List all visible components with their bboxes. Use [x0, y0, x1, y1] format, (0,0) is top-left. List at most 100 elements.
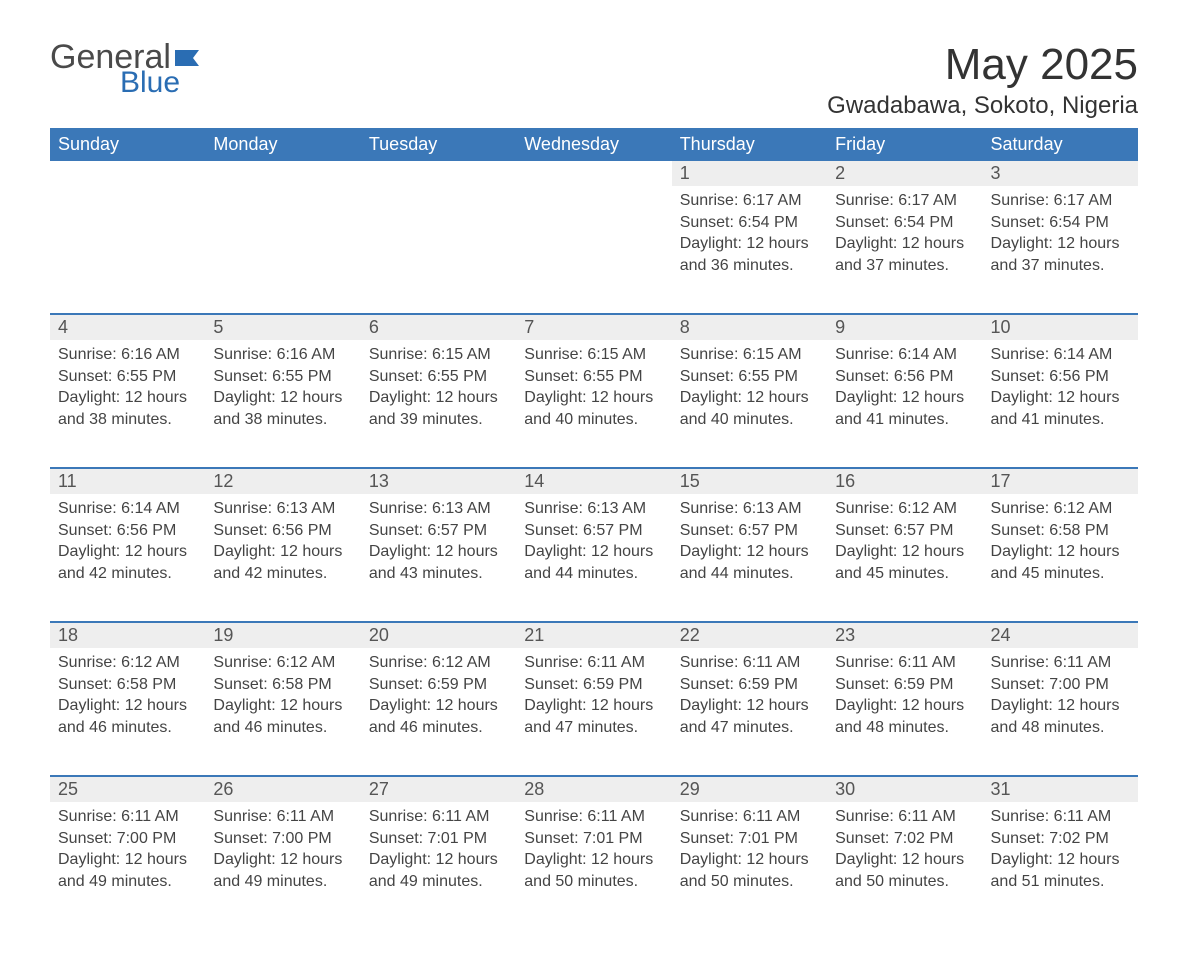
daylight-line: Daylight: 12 hours and 37 minutes. — [835, 233, 974, 276]
day-detail-cell: Sunrise: 6:11 AMSunset: 7:00 PMDaylight:… — [50, 802, 205, 930]
sunrise-line: Sunrise: 6:11 AM — [991, 806, 1130, 828]
sunset-line: Sunset: 6:55 PM — [524, 366, 663, 388]
daylight-line: Daylight: 12 hours and 50 minutes. — [680, 849, 819, 892]
sunset-line: Sunset: 6:57 PM — [369, 520, 508, 542]
sunset-line: Sunset: 7:00 PM — [213, 828, 352, 850]
weekday-header: Monday — [205, 128, 360, 161]
day-number-cell: 22 — [672, 622, 827, 648]
detail-row: Sunrise: 6:14 AMSunset: 6:56 PMDaylight:… — [50, 494, 1138, 622]
day-detail-cell: Sunrise: 6:11 AMSunset: 7:00 PMDaylight:… — [983, 648, 1138, 776]
day-number-cell: 12 — [205, 468, 360, 494]
day-number-cell: 14 — [516, 468, 671, 494]
day-number-cell — [516, 161, 671, 186]
daylight-line: Daylight: 12 hours and 44 minutes. — [524, 541, 663, 584]
day-detail-cell: Sunrise: 6:14 AMSunset: 6:56 PMDaylight:… — [983, 340, 1138, 468]
sunset-line: Sunset: 6:57 PM — [835, 520, 974, 542]
day-number-cell: 2 — [827, 161, 982, 186]
daylight-line: Daylight: 12 hours and 37 minutes. — [991, 233, 1130, 276]
day-number-cell — [361, 161, 516, 186]
daylight-line: Daylight: 12 hours and 44 minutes. — [680, 541, 819, 584]
daylight-line: Daylight: 12 hours and 51 minutes. — [991, 849, 1130, 892]
sunset-line: Sunset: 7:00 PM — [58, 828, 197, 850]
daylight-line: Daylight: 12 hours and 46 minutes. — [213, 695, 352, 738]
sunrise-line: Sunrise: 6:11 AM — [524, 806, 663, 828]
day-detail-cell: Sunrise: 6:11 AMSunset: 6:59 PMDaylight:… — [672, 648, 827, 776]
sunrise-line: Sunrise: 6:17 AM — [991, 190, 1130, 212]
detail-row: Sunrise: 6:11 AMSunset: 7:00 PMDaylight:… — [50, 802, 1138, 930]
day-number-cell: 31 — [983, 776, 1138, 802]
sunrise-line: Sunrise: 6:15 AM — [524, 344, 663, 366]
location: Gwadabawa, Sokoto, Nigeria — [827, 92, 1138, 120]
sunset-line: Sunset: 6:56 PM — [213, 520, 352, 542]
day-detail-cell: Sunrise: 6:15 AMSunset: 6:55 PMDaylight:… — [516, 340, 671, 468]
sunrise-line: Sunrise: 6:17 AM — [680, 190, 819, 212]
sunrise-line: Sunrise: 6:13 AM — [213, 498, 352, 520]
day-detail-cell: Sunrise: 6:12 AMSunset: 6:57 PMDaylight:… — [827, 494, 982, 622]
daylight-line: Daylight: 12 hours and 50 minutes. — [835, 849, 974, 892]
day-detail-cell: Sunrise: 6:11 AMSunset: 7:02 PMDaylight:… — [827, 802, 982, 930]
daynum-row: 18192021222324 — [50, 622, 1138, 648]
daylight-line: Daylight: 12 hours and 46 minutes. — [369, 695, 508, 738]
weekday-header: Sunday — [50, 128, 205, 161]
sunrise-line: Sunrise: 6:14 AM — [835, 344, 974, 366]
daylight-line: Daylight: 12 hours and 48 minutes. — [835, 695, 974, 738]
sunset-line: Sunset: 6:56 PM — [58, 520, 197, 542]
sunset-line: Sunset: 6:58 PM — [213, 674, 352, 696]
day-detail-cell: Sunrise: 6:11 AMSunset: 7:01 PMDaylight:… — [516, 802, 671, 930]
day-number-cell: 10 — [983, 314, 1138, 340]
logo-text-blue: Blue — [120, 68, 203, 98]
sunrise-line: Sunrise: 6:11 AM — [680, 806, 819, 828]
sunrise-line: Sunrise: 6:11 AM — [524, 652, 663, 674]
sunrise-line: Sunrise: 6:11 AM — [58, 806, 197, 828]
sunrise-line: Sunrise: 6:14 AM — [58, 498, 197, 520]
sunrise-line: Sunrise: 6:11 AM — [680, 652, 819, 674]
day-detail-cell: Sunrise: 6:13 AMSunset: 6:57 PMDaylight:… — [516, 494, 671, 622]
sunrise-line: Sunrise: 6:14 AM — [991, 344, 1130, 366]
daylight-line: Daylight: 12 hours and 47 minutes. — [524, 695, 663, 738]
day-detail-cell: Sunrise: 6:13 AMSunset: 6:56 PMDaylight:… — [205, 494, 360, 622]
month-title: May 2025 — [827, 40, 1138, 90]
weekday-header: Friday — [827, 128, 982, 161]
day-detail-cell: Sunrise: 6:17 AMSunset: 6:54 PMDaylight:… — [983, 186, 1138, 314]
day-number-cell: 15 — [672, 468, 827, 494]
day-number-cell: 5 — [205, 314, 360, 340]
day-number-cell: 6 — [361, 314, 516, 340]
sunset-line: Sunset: 6:55 PM — [58, 366, 197, 388]
sunrise-line: Sunrise: 6:15 AM — [369, 344, 508, 366]
calendar-table: SundayMondayTuesdayWednesdayThursdayFrid… — [50, 128, 1138, 930]
sunrise-line: Sunrise: 6:11 AM — [369, 806, 508, 828]
sunset-line: Sunset: 6:59 PM — [524, 674, 663, 696]
detail-row: Sunrise: 6:12 AMSunset: 6:58 PMDaylight:… — [50, 648, 1138, 776]
sunrise-line: Sunrise: 6:12 AM — [58, 652, 197, 674]
day-detail-cell: Sunrise: 6:12 AMSunset: 6:58 PMDaylight:… — [983, 494, 1138, 622]
sunset-line: Sunset: 6:56 PM — [991, 366, 1130, 388]
day-number-cell: 28 — [516, 776, 671, 802]
day-detail-cell: Sunrise: 6:11 AMSunset: 7:01 PMDaylight:… — [361, 802, 516, 930]
weekday-header: Saturday — [983, 128, 1138, 161]
daylight-line: Daylight: 12 hours and 36 minutes. — [680, 233, 819, 276]
daylight-line: Daylight: 12 hours and 42 minutes. — [58, 541, 197, 584]
day-number-cell: 1 — [672, 161, 827, 186]
day-detail-cell: Sunrise: 6:11 AMSunset: 6:59 PMDaylight:… — [827, 648, 982, 776]
logo: General Blue — [50, 40, 203, 98]
day-detail-cell: Sunrise: 6:14 AMSunset: 6:56 PMDaylight:… — [827, 340, 982, 468]
day-detail-cell: Sunrise: 6:11 AMSunset: 7:01 PMDaylight:… — [672, 802, 827, 930]
day-detail-cell — [361, 186, 516, 314]
daynum-row: 25262728293031 — [50, 776, 1138, 802]
sunset-line: Sunset: 6:59 PM — [835, 674, 974, 696]
sunrise-line: Sunrise: 6:11 AM — [835, 806, 974, 828]
sunset-line: Sunset: 6:59 PM — [369, 674, 508, 696]
sunset-line: Sunset: 6:59 PM — [680, 674, 819, 696]
weekday-header-row: SundayMondayTuesdayWednesdayThursdayFrid… — [50, 128, 1138, 161]
day-number-cell: 4 — [50, 314, 205, 340]
daylight-line: Daylight: 12 hours and 50 minutes. — [524, 849, 663, 892]
sunset-line: Sunset: 7:02 PM — [835, 828, 974, 850]
weekday-header: Wednesday — [516, 128, 671, 161]
day-detail-cell — [516, 186, 671, 314]
day-detail-cell: Sunrise: 6:13 AMSunset: 6:57 PMDaylight:… — [672, 494, 827, 622]
day-detail-cell: Sunrise: 6:12 AMSunset: 6:58 PMDaylight:… — [205, 648, 360, 776]
daylight-line: Daylight: 12 hours and 48 minutes. — [991, 695, 1130, 738]
daylight-line: Daylight: 12 hours and 39 minutes. — [369, 387, 508, 430]
sunset-line: Sunset: 6:58 PM — [991, 520, 1130, 542]
sunset-line: Sunset: 7:01 PM — [680, 828, 819, 850]
